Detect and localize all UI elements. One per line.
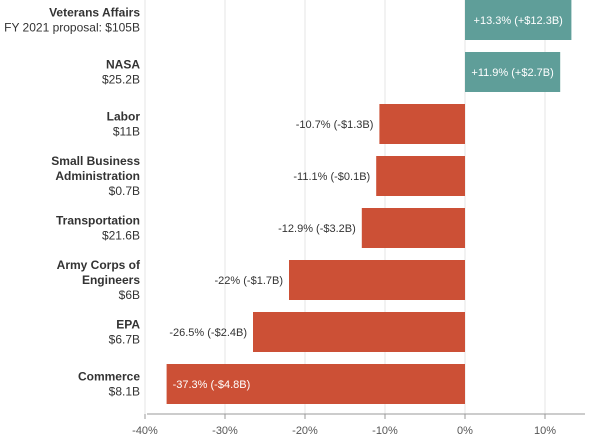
category-detail: $21.6B	[102, 229, 140, 243]
bar	[253, 312, 465, 352]
x-tick-label: -10%	[372, 425, 398, 437]
category-detail: $6B	[119, 288, 140, 302]
x-tick-label: -20%	[292, 425, 318, 437]
bar-data-label: +11.9% (+$2.7B)	[471, 67, 553, 79]
bar	[465, 52, 561, 92]
x-tick-label: 10%	[534, 425, 556, 437]
category-detail: $6.7B	[109, 333, 140, 347]
category-name: Labor	[107, 110, 141, 124]
category-detail: $25.2B	[102, 73, 140, 87]
x-tick-label: 0%	[457, 425, 473, 437]
bar	[379, 104, 465, 144]
category-name: NASA	[106, 58, 140, 72]
category-detail: $8.1B	[109, 385, 140, 399]
category-name: Administration	[55, 169, 140, 183]
category-name: Transportation	[56, 214, 140, 228]
x-tick-label: -40%	[132, 425, 158, 437]
category-name: Engineers	[82, 273, 140, 287]
bars-layer: +13.3% (+$12.3B) +11.9% (+$2.7B) -10.7% (-…	[166, 0, 572, 404]
bar	[361, 208, 465, 248]
category-detail: $11B	[113, 125, 140, 139]
bar	[376, 156, 465, 196]
bar-data-label: -26.5% (-$2.4B)	[169, 327, 247, 339]
category-name: EPA	[116, 318, 140, 332]
bar	[465, 0, 572, 40]
category-detail: FY 2021 proposal: $105B	[4, 21, 140, 35]
bar-data-label: -10.7% (-$1.3B)	[296, 119, 374, 131]
bar	[289, 260, 465, 300]
category-name: Small Business	[51, 154, 140, 168]
bar	[166, 364, 465, 404]
bar-data-label: -22% (-$1.7B)	[215, 275, 283, 287]
x-axis: -40% -30% -20% -10% 0% 10%	[132, 413, 585, 437]
category-detail: $0.7B	[109, 184, 140, 198]
category-name: Commerce	[78, 370, 140, 384]
bar-data-label: +13.3% (+$12.3B)	[474, 15, 563, 27]
category-name: Army Corps of	[57, 258, 141, 272]
bar-data-label: -12.9% (-$3.2B)	[278, 223, 356, 235]
category-name: Veterans Affairs	[49, 6, 140, 20]
bar-data-label: -11.1% (-$0.1B)	[293, 171, 370, 183]
bar-data-label: -37.3% (-$4.8B)	[173, 379, 251, 391]
x-tick-label: -30%	[212, 425, 238, 437]
